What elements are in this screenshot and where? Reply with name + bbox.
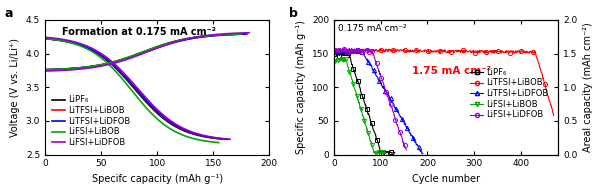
- Text: a: a: [5, 7, 13, 20]
- Legend: LiPF₆, LiTFSI+LiBOB, LiTFSI+LiDFOB, LiFSI+LiBOB, LiFSI+LiDFOB: LiPF₆, LiTFSI+LiBOB, LiTFSI+LiDFOB, LiFS…: [467, 65, 552, 123]
- Y-axis label: Voltage (V vs. Li/Li⁺): Voltage (V vs. Li/Li⁺): [10, 38, 20, 137]
- Text: b: b: [289, 7, 298, 20]
- X-axis label: Specifc capacity (mAh g⁻¹): Specifc capacity (mAh g⁻¹): [92, 174, 223, 184]
- Y-axis label: Areal capacity (mAh cm⁻²): Areal capacity (mAh cm⁻²): [583, 22, 593, 152]
- Text: 1.75 mA cm⁻²: 1.75 mA cm⁻²: [412, 66, 491, 76]
- Text: Formation at 0.175 mA cm⁻²: Formation at 0.175 mA cm⁻²: [62, 27, 216, 37]
- Y-axis label: Specific capacity (mAh g⁻¹): Specific capacity (mAh g⁻¹): [296, 20, 307, 154]
- X-axis label: Cycle number: Cycle number: [412, 174, 480, 184]
- Legend: LiPF₆, LiTFSI+LiBOB, LiTFSI+LiDFOB, LiFSI+LiBOB, LiFSI+LiDFOB: LiPF₆, LiTFSI+LiBOB, LiTFSI+LiDFOB, LiFS…: [49, 92, 134, 151]
- Text: 0.175 mA cm⁻²: 0.175 mA cm⁻²: [338, 24, 407, 33]
